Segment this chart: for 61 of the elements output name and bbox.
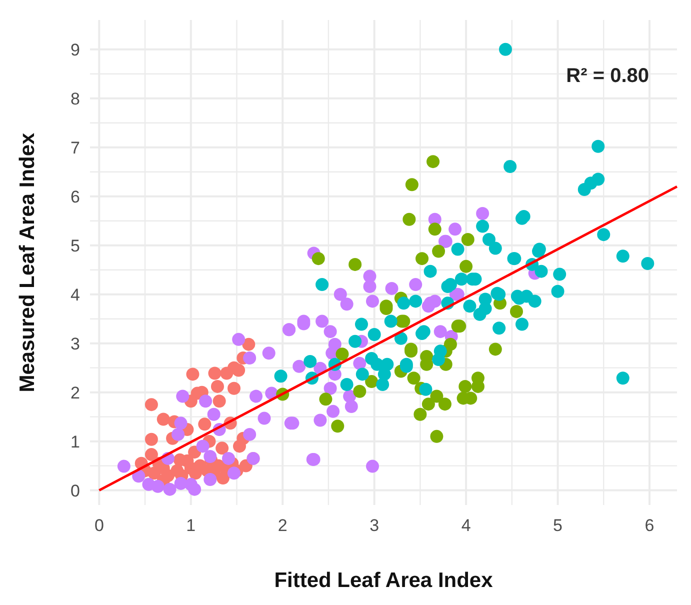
point <box>216 472 230 485</box>
annotation: R² = 0.80 <box>566 65 649 87</box>
y-tick-label: 1 <box>70 432 80 452</box>
point <box>428 222 442 236</box>
point <box>365 375 378 388</box>
y-tick-label: 8 <box>70 89 80 108</box>
point <box>438 398 452 411</box>
point <box>144 398 158 412</box>
point <box>488 342 502 356</box>
point <box>198 418 212 431</box>
y-tick-label: 4 <box>70 285 80 304</box>
x-tick-label: 2 <box>278 516 288 535</box>
point <box>444 338 457 351</box>
y-tick-label: 2 <box>70 383 80 402</box>
point <box>319 392 332 406</box>
point <box>422 398 435 411</box>
point <box>414 408 427 421</box>
point <box>216 442 229 455</box>
y-tick-label: 0 <box>70 481 80 500</box>
y-tick-label: 9 <box>70 40 80 60</box>
x-tick-label: 6 <box>644 516 654 535</box>
point <box>312 252 325 266</box>
x-tick-label: 5 <box>553 516 562 535</box>
point <box>432 244 446 258</box>
point <box>336 348 349 361</box>
point <box>144 432 158 446</box>
point <box>416 252 429 266</box>
point <box>232 364 246 377</box>
point <box>407 372 420 385</box>
point <box>208 366 222 380</box>
point <box>405 178 418 192</box>
point <box>186 368 200 381</box>
point <box>210 380 224 393</box>
point <box>173 453 186 466</box>
y-tick-label: 5 <box>70 236 80 256</box>
point <box>228 382 240 395</box>
point <box>220 366 234 380</box>
point <box>461 232 474 246</box>
point <box>510 304 523 318</box>
x-tick-label: 4 <box>461 516 471 535</box>
point <box>458 380 472 393</box>
y-axis-title: Measured Leaf Area Index <box>16 132 39 392</box>
x-tick-label: 0 <box>94 516 104 535</box>
point <box>242 338 256 351</box>
x-tick-label: 1 <box>186 516 196 535</box>
point <box>430 430 444 443</box>
point <box>348 258 362 271</box>
x-axis-title: Fitted Leaf Area Index <box>274 569 494 592</box>
point <box>460 260 473 273</box>
point <box>156 412 170 426</box>
point <box>331 420 344 433</box>
x-tick-label: 3 <box>370 516 380 535</box>
y-tick-label: 6 <box>70 187 80 206</box>
point <box>353 384 366 398</box>
point <box>426 155 440 168</box>
y-tick-label: 7 <box>70 138 80 158</box>
point <box>402 212 416 226</box>
point <box>233 440 246 453</box>
point <box>144 448 158 462</box>
point <box>212 394 226 408</box>
y-tick-label: 3 <box>70 334 80 354</box>
